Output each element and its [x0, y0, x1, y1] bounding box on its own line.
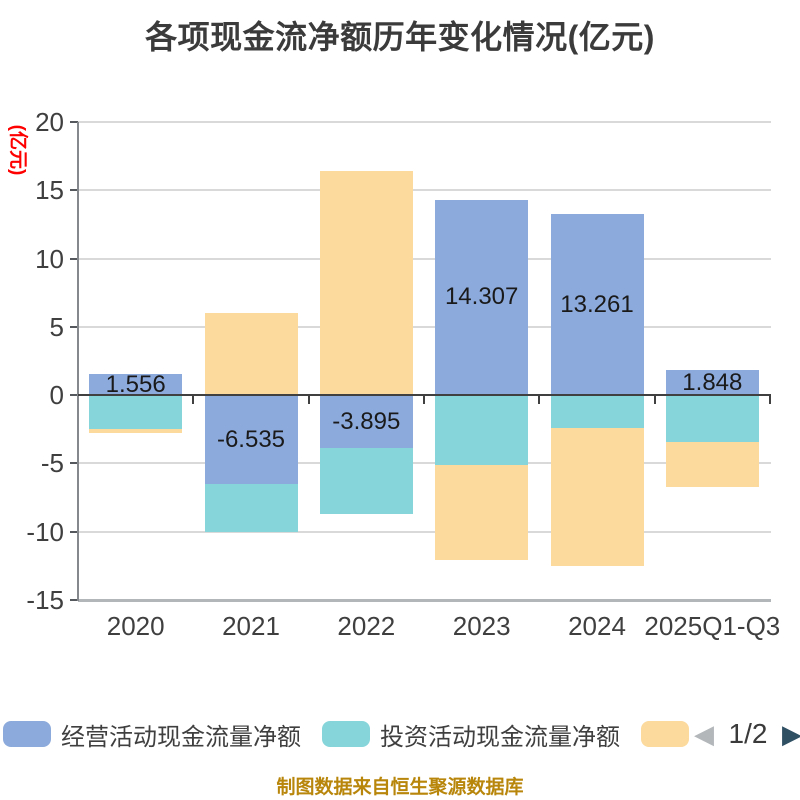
legend-item-financing[interactable]: [641, 720, 699, 748]
legend-prev-page-icon[interactable]: ◀: [694, 719, 714, 749]
bar-segment-2021-s3[interactable]: [204, 313, 298, 396]
gridline-15: [78, 189, 771, 192]
x-axis-label-2025Q1-Q3: 2025Q1-Q3: [644, 611, 781, 641]
legend-label-investing: 投资活动现金流量净额: [380, 723, 620, 751]
y-axis-tick--10: [70, 530, 78, 533]
bar-segment-2025Q1-Q3-s1[interactable]: [665, 369, 759, 396]
x-axis-label-2020: 2020: [106, 611, 165, 641]
y-axis-tick-15: [70, 189, 78, 192]
bar-segment-2022-s2[interactable]: [319, 448, 413, 514]
gridline--15: [78, 599, 771, 602]
y-axis-tick--15: [70, 599, 78, 601]
x-axis-tick-1: [192, 396, 195, 405]
y-axis-label--15: -15: [26, 585, 64, 615]
gridline-5: [78, 325, 771, 328]
y-axis-label-20: 20: [35, 107, 64, 137]
y-axis-tick--5: [70, 462, 78, 465]
legend-page-indicator: 1/2: [728, 718, 768, 749]
y-axis-label--5: -5: [40, 448, 64, 479]
legend-label-operating: 经营活动现金流量净额: [61, 723, 301, 751]
legend-item-investing[interactable]: 投资活动现金流量净额: [322, 720, 620, 751]
chart-title: 各项现金流净额历年变化情况(亿元): [145, 19, 655, 55]
gridline-20: [78, 121, 771, 123]
bar-segment-2023-s3[interactable]: [435, 464, 529, 561]
bar-value-label-2023: 14.307: [444, 283, 519, 311]
bar-segment-2024-s1[interactable]: [550, 214, 644, 396]
x-axis-tick-5: [653, 396, 656, 405]
bar-value-label-2021: -6.535: [216, 425, 286, 453]
bar-segment-2022-s1[interactable]: [319, 395, 413, 449]
bar-segment-2025Q1-Q3-s2[interactable]: [665, 395, 759, 442]
legend-swatch-operating: [3, 721, 51, 747]
y-axis-tick-0: [70, 394, 78, 397]
bar-segment-2025Q1-Q3-s3[interactable]: [665, 441, 759, 487]
bar-value-label-2025Q1-Q3: 1.848: [682, 368, 743, 396]
y-axis-tick-5: [70, 325, 78, 328]
legend-pagination: ◀ 1/2 ▶: [694, 717, 800, 751]
x-axis-label-2023: 2023: [452, 611, 511, 641]
y-axis-label-10: 10: [35, 243, 64, 274]
gridline-10: [78, 257, 771, 260]
bar-segment-2021-s2[interactable]: [204, 484, 298, 533]
bar-segment-2020-s2[interactable]: [89, 395, 183, 430]
x-axis-tick-3: [423, 396, 425, 405]
gridline--5: [78, 462, 771, 465]
y-axis-label-0: 0: [49, 380, 64, 411]
bar-segment-2024-s2[interactable]: [550, 395, 644, 428]
y-axis-tick-10: [70, 257, 78, 260]
legend-swatch-financing: [641, 721, 689, 747]
y-axis-tick-20: [70, 121, 78, 123]
bar-segment-2024-s3[interactable]: [550, 427, 644, 566]
legend-swatch-investing: [322, 721, 370, 747]
x-axis-label-2024: 2024: [568, 611, 626, 641]
zero-line: [78, 394, 771, 397]
gridline--10: [78, 530, 771, 533]
legend-item-operating[interactable]: 经营活动现金流量净额: [3, 720, 301, 751]
x-axis-tick-4: [538, 396, 541, 405]
bar-value-label-2024: 13.261: [560, 290, 634, 318]
bar-value-label-2020: 1.556: [105, 370, 166, 398]
bar-segment-2023-s2[interactable]: [435, 395, 529, 465]
bar-segment-2020-s3[interactable]: [89, 429, 183, 433]
bar-segment-2021-s1[interactable]: [204, 395, 298, 485]
bar-segment-2020-s1[interactable]: [89, 373, 183, 396]
y-axis-label-15: 15: [35, 175, 64, 206]
x-axis-tick-6: [769, 396, 771, 405]
x-axis-label-2021: 2021: [222, 611, 280, 641]
bar-value-label-2022: -3.895: [332, 407, 401, 435]
legend-next-page-icon[interactable]: ▶: [782, 719, 800, 749]
x-axis-tick-2: [307, 396, 310, 405]
bar-segment-2022-s3[interactable]: [319, 171, 413, 396]
y-axis-line: [77, 122, 79, 601]
bar-segment-2023-s1[interactable]: [435, 199, 529, 396]
x-axis-label-2022: 2022: [337, 611, 396, 641]
y-axis-label-5: 5: [49, 311, 64, 342]
footer-source: 制图数据来自恒生聚源数据库: [276, 777, 524, 798]
y-axis-label--10: -10: [26, 516, 64, 547]
